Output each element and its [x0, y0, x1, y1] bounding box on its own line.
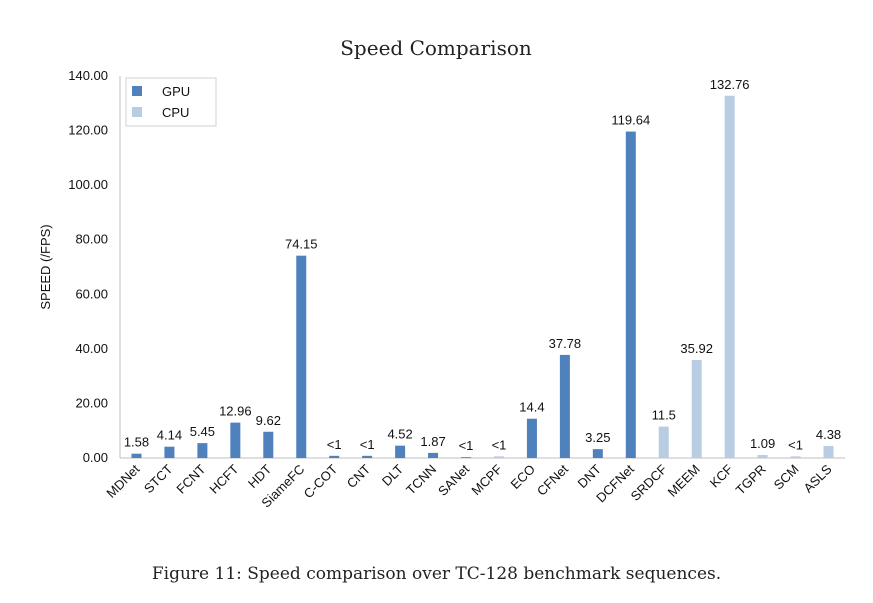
bar-mcpf [493, 456, 504, 458]
x-tick-label: TGPR [733, 462, 769, 498]
legend-swatch-gpu [132, 86, 142, 96]
x-tick-label: SCM [771, 462, 802, 493]
bar-fcnt [197, 443, 208, 458]
data-label-cnt: <1 [360, 437, 375, 452]
bars [131, 95, 834, 459]
bar-siamefc [296, 255, 307, 458]
data-label-stct: 4.14 [157, 428, 182, 443]
data-label-tgpr: 1.09 [750, 436, 775, 451]
bar-c-cot [329, 455, 340, 458]
x-tick-label: KCF [707, 461, 736, 490]
data-label-cfnet: 37.78 [549, 336, 582, 351]
bar-dcfnet [625, 131, 636, 458]
y-tick-label: 140.00 [68, 68, 108, 83]
data-label-fcnt: 5.45 [190, 424, 215, 439]
x-tick-label: HCFT [206, 461, 241, 496]
y-tick-label: 20.00 [75, 395, 108, 410]
data-labels: 1.58 4.14 5.45 12.96 9.62 74.15 <1 <1 4.52 1.87 <1… [124, 77, 841, 453]
bar-cfnet [559, 354, 570, 458]
bar-eco [526, 418, 537, 458]
chart-title: Speed Comparison [340, 36, 532, 60]
x-tick-label: C-COT [301, 461, 341, 501]
bar-kcf [724, 95, 735, 459]
x-tick-label: DNT [574, 461, 604, 491]
data-label-kcf: 132.76 [710, 77, 750, 92]
x-tick-label: MDNet [103, 461, 142, 500]
x-tick-label: DLT [379, 461, 406, 488]
bar-tcnn [428, 452, 439, 458]
bar-hcft [230, 422, 241, 458]
x-tick-label: CNT [344, 461, 374, 491]
figure-caption: Figure 11: Speed comparison over TC-128 … [151, 564, 722, 584]
y-axis-label: SPEED (/FPS) [38, 224, 53, 309]
bar-hdt [263, 431, 274, 458]
data-label-hdt: 9.62 [256, 413, 281, 428]
bar-dlt [395, 445, 406, 458]
data-label-mdnet: 1.58 [124, 435, 149, 450]
legend-label-cpu: CPU [162, 105, 189, 120]
y-axis-ticks: 0.00 20.00 40.00 60.00 80.00 100.00 120.00 140.… [68, 68, 108, 465]
data-label-hcft: 12.96 [219, 404, 252, 419]
data-label-c-cot: <1 [327, 437, 342, 452]
y-tick-label: 0.00 [83, 450, 108, 465]
data-label-mcpf: <1 [492, 437, 507, 452]
x-tick-label: DCFNet [593, 461, 637, 505]
data-label-meem: 35.92 [680, 341, 713, 356]
bar-sanet [461, 457, 472, 458]
legend-label-gpu: GPU [162, 84, 190, 99]
x-tick-label: CFNet [534, 461, 571, 498]
x-tick-label: FCNT [173, 461, 208, 496]
y-tick-label: 40.00 [75, 341, 108, 356]
data-label-siamefc: 74.15 [285, 237, 318, 252]
legend-swatch-cpu [132, 107, 142, 117]
data-label-dnt: 3.25 [585, 430, 610, 445]
speed-comparison-chart: Speed Comparison SPEED (/FPS) 0.00 20.00 4… [38, 36, 845, 510]
x-tick-label: TCNN [403, 462, 439, 498]
x-tick-label: SANet [435, 461, 472, 498]
x-tick-label: HDT [245, 461, 275, 491]
bar-asls [823, 446, 834, 458]
x-tick-label: MCPF [468, 461, 505, 498]
data-label-scm: <1 [788, 437, 803, 452]
x-tick-label: ASLS [801, 461, 835, 495]
data-label-tcnn: 1.87 [420, 434, 445, 449]
data-label-dlt: 4.52 [387, 427, 412, 442]
y-tick-label: 100.00 [68, 177, 108, 192]
bar-scm [790, 456, 801, 458]
y-tick-label: 120.00 [68, 123, 108, 138]
bar-mdnet [131, 453, 142, 458]
data-label-asls: 4.38 [816, 427, 841, 442]
x-tick-label: STCT [141, 461, 176, 496]
data-label-dcfnet: 119.64 [611, 113, 650, 128]
data-label-eco: 14.4 [519, 400, 544, 415]
bar-meem [691, 359, 702, 458]
y-tick-label: 60.00 [75, 286, 108, 301]
bar-dnt [592, 449, 603, 458]
legend: GPU CPU [125, 77, 217, 127]
x-tick-label: SRDCF [628, 461, 670, 503]
bar-cnt [362, 455, 373, 458]
data-label-srdcf: 11.5 [652, 408, 676, 423]
y-tick-label: 80.00 [75, 232, 108, 247]
x-tick-label: MEEM [665, 462, 703, 500]
bar-srdcf [658, 426, 669, 458]
bar-tgpr [757, 455, 768, 458]
bar-stct [164, 446, 175, 458]
data-label-sanet: <1 [459, 438, 474, 453]
